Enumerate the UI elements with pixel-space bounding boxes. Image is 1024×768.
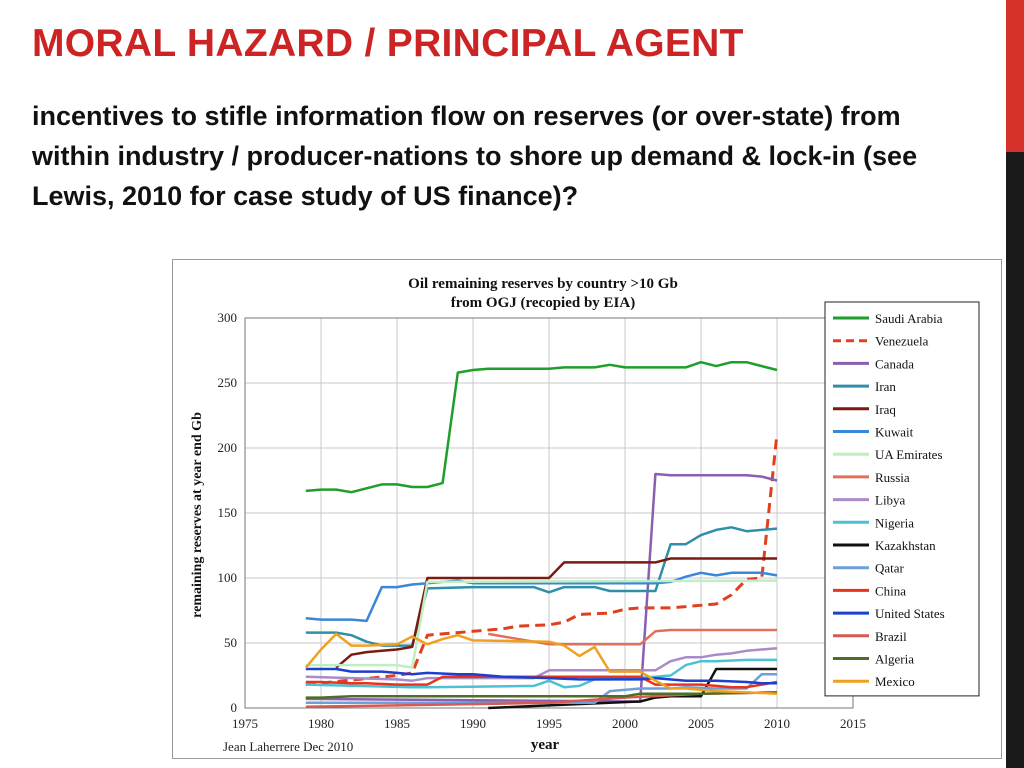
series-line <box>305 646 778 682</box>
legend-entry: Canada <box>875 356 914 371</box>
y-tick-label: 300 <box>218 310 238 325</box>
reserves-line-chart: Oil remaining reserves by country >10 Gb… <box>190 276 980 754</box>
legend-entry: Qatar <box>875 561 905 576</box>
y-tick-label: 250 <box>218 375 238 390</box>
y-tick-label: 200 <box>218 440 238 455</box>
series-line <box>305 667 777 685</box>
series-line <box>305 433 779 687</box>
series-line <box>488 667 777 710</box>
y-tick-label: 50 <box>224 635 237 650</box>
series-line <box>305 579 778 669</box>
x-tick-label: 1980 <box>308 716 334 731</box>
legend-entry: Venezuela <box>875 334 929 349</box>
series-line <box>305 526 778 647</box>
chart-series <box>304 360 779 710</box>
y-axis-label: remaining reserves at year end Gb <box>190 412 205 618</box>
slide-accent-red <box>1006 0 1024 152</box>
series-line <box>304 632 778 695</box>
chart-credit: Jean Laherrere Dec 2010 <box>223 739 353 754</box>
slide-accent-band <box>1006 0 1024 768</box>
series-line <box>305 675 778 689</box>
legend-entry: China <box>875 583 906 598</box>
legend-entry: Iraq <box>875 402 896 417</box>
series-line <box>335 557 777 669</box>
chart-legend: Saudi Arabia Venezuela Canada Iran Iraq Kuwai… <box>824 301 980 697</box>
x-tick-label: 1995 <box>536 716 562 731</box>
series-line <box>305 360 778 494</box>
x-tick-label: 2005 <box>688 716 714 731</box>
chart-subtitle: from OGJ (recopied by EIA) <box>451 295 635 311</box>
x-tick-label: 1990 <box>460 716 486 731</box>
x-tick-label: 2010 <box>764 716 790 731</box>
legend-entry: Libya <box>875 493 906 508</box>
y-tick-label: 100 <box>218 570 238 585</box>
legend-entry: Kuwait <box>875 425 914 440</box>
legend-entry: Russia <box>875 470 910 485</box>
x-tick-label: 1975 <box>232 716 258 731</box>
legend-entry: Mexico <box>875 674 915 689</box>
x-tick-label: 1985 <box>384 716 410 731</box>
y-tick-label: 150 <box>218 505 238 520</box>
y-tick-label: 0 <box>231 700 238 715</box>
x-tick-label: 2015 <box>840 716 866 731</box>
slide-title: MORAL HAZARD / PRINCIPAL AGENT <box>32 22 744 65</box>
legend-entry: Saudi Arabia <box>875 311 943 326</box>
legend-entry: UA Emirates <box>875 447 943 462</box>
chart-frame: Oil remaining reserves by country >10 Gb… <box>172 259 1002 759</box>
series-line <box>305 691 778 699</box>
slide-body-text: incentives to stifle information flow on… <box>32 101 918 211</box>
legend-entry: Kazakhstan <box>875 538 936 553</box>
legend-entry: Nigeria <box>875 515 914 530</box>
legend-entry: Brazil <box>875 629 907 644</box>
series-line <box>305 472 778 703</box>
legend-entry: Algeria <box>875 652 914 667</box>
legend-entry: United States <box>875 606 945 621</box>
legend-entry: Iran <box>875 379 896 394</box>
chart-title: Oil remaining reserves by country >10 Gb <box>408 276 678 292</box>
x-tick-label: 2000 <box>612 716 638 731</box>
x-axis-label: year <box>531 737 560 753</box>
